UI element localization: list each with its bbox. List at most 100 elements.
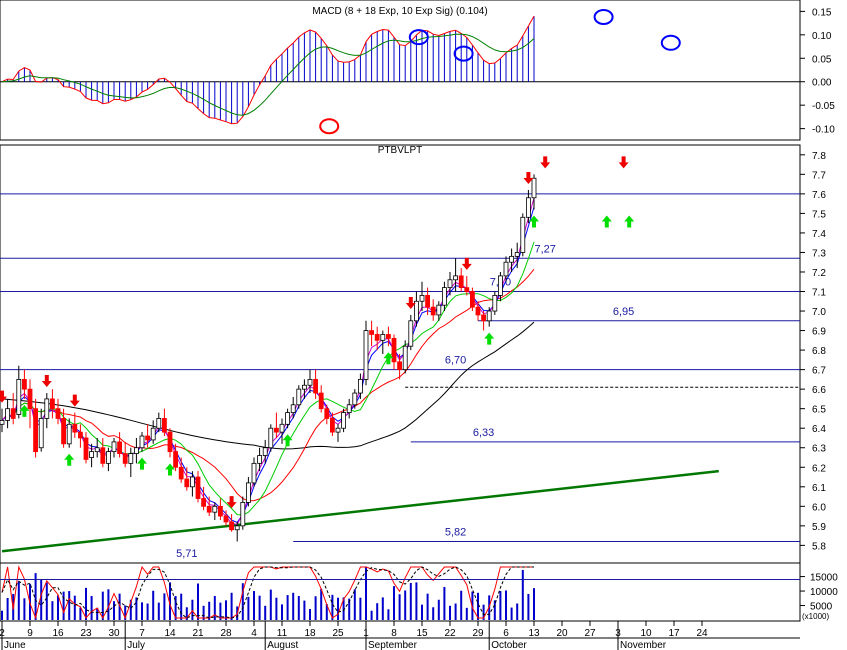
x-tick-label: 25 [332, 628, 344, 639]
x-tick-label: 11 [277, 628, 288, 639]
macd-tick-label: -0.05 [812, 101, 835, 112]
candle-body [526, 197, 531, 218]
candle-body [369, 330, 375, 335]
candle-body [357, 378, 363, 394]
candle-body [318, 392, 324, 410]
candle-body [100, 447, 106, 464]
candle-body [111, 441, 117, 453]
month-label: October [491, 640, 527, 650]
candle-body [240, 502, 246, 527]
candle-body [481, 314, 487, 322]
x-tick-label: 10 [640, 628, 652, 639]
candle-body [402, 345, 408, 371]
candle-body [341, 412, 347, 429]
candle-body [139, 435, 145, 449]
macd-tick-label: 0.05 [812, 54, 832, 65]
candle-body [290, 404, 296, 413]
price-tick-label: 6.8 [812, 346, 826, 357]
month-label: July [127, 640, 145, 650]
sell-arrow [618, 156, 629, 169]
candle-body [189, 476, 195, 488]
candle-body [161, 418, 167, 433]
x-tick-label: 23 [80, 628, 92, 639]
candles [0, 174, 537, 542]
moving-average-line [1, 268, 535, 502]
candle-body [10, 408, 16, 419]
stochastic-d-line [1, 566, 534, 619]
candle-body [268, 427, 274, 449]
buy-arrow [64, 453, 75, 466]
candle-body [206, 505, 212, 513]
macd-tick-label: 0.00 [812, 78, 832, 89]
candle-body [458, 275, 464, 289]
signal-line [1, 33, 535, 116]
candle-body [178, 466, 184, 480]
level-label: 5,71 [176, 548, 197, 560]
sell-arrow [226, 496, 237, 509]
candle-body [212, 505, 218, 513]
x-tick-label: 17 [668, 628, 680, 639]
month-label: June [4, 640, 26, 650]
sell-arrow [41, 375, 52, 388]
price-tick-label: 6.5 [812, 405, 826, 416]
macd-lines [1, 15, 535, 125]
candle-body [72, 423, 78, 433]
candle-body [296, 388, 302, 406]
buy-arrow [529, 215, 539, 228]
x-tick-label: 9 [27, 628, 33, 639]
price-tick-label: 7.0 [812, 307, 826, 318]
trendline [1, 469, 719, 553]
candle-body [78, 431, 83, 439]
candle-body [173, 451, 179, 468]
x-axis: 2916233071421284111825181522296132027310… [0, 621, 800, 650]
candle-body [419, 295, 425, 302]
candle-body [50, 398, 55, 410]
x-tick-label: 14 [164, 628, 176, 639]
candle-body [475, 306, 481, 316]
candle-body [307, 378, 313, 386]
candle-body [397, 361, 403, 371]
candle-body [106, 451, 111, 464]
macd-circle-marker [660, 34, 681, 51]
candle-body [363, 330, 369, 380]
candle-body [464, 287, 470, 292]
candle-body [150, 427, 156, 441]
level-label: 6,33 [473, 427, 494, 439]
candle-body [503, 261, 509, 277]
candle-body [324, 408, 330, 419]
sell-arrow [523, 171, 534, 184]
macd-line [1, 15, 535, 125]
x-tick-label: 27 [584, 628, 596, 639]
candle-body [374, 334, 380, 341]
candle-body [279, 423, 285, 433]
macd-tick-label: 0.10 [812, 31, 832, 42]
candle-body [469, 291, 475, 308]
candle-body [380, 334, 386, 341]
buy-arrow [165, 463, 175, 476]
candle-body [184, 478, 190, 488]
x-tick-label: 22 [444, 628, 456, 639]
candle-body [385, 334, 391, 339]
candle-body [16, 378, 22, 415]
price-tick-label: 7.3 [812, 248, 826, 259]
x-tick-label: 13 [528, 628, 540, 639]
price-y-axis: 7.8 7.7 7.6 7.5 7.4 7.3 7.2 7.1 7.0 6.9 6.8 6.7 6.6 6… [800, 151, 826, 552]
candle-body [520, 216, 526, 253]
buy-arrow [383, 352, 394, 365]
candle-body [245, 482, 251, 503]
level-label: 5,82 [445, 526, 466, 538]
macd-panel: MACD (8 + 18 Exp, 10 Exp Sig) (0.104) 0.… [0, 0, 835, 141]
price-tick-label: 7.6 [812, 190, 826, 201]
x-tick-label: 4 [251, 628, 257, 639]
buy-arrow [601, 215, 612, 228]
month-label: November [620, 640, 667, 650]
price-tick-label: 6.0 [812, 502, 826, 513]
price-tick-label: 7.5 [812, 209, 826, 220]
price-tick-label: 7.2 [812, 268, 826, 279]
candle-body [335, 427, 341, 433]
candle-body [21, 378, 27, 390]
candle-body [229, 521, 235, 531]
stochastic-k-line [1, 565, 534, 620]
price-tick-label: 6.6 [812, 385, 826, 396]
